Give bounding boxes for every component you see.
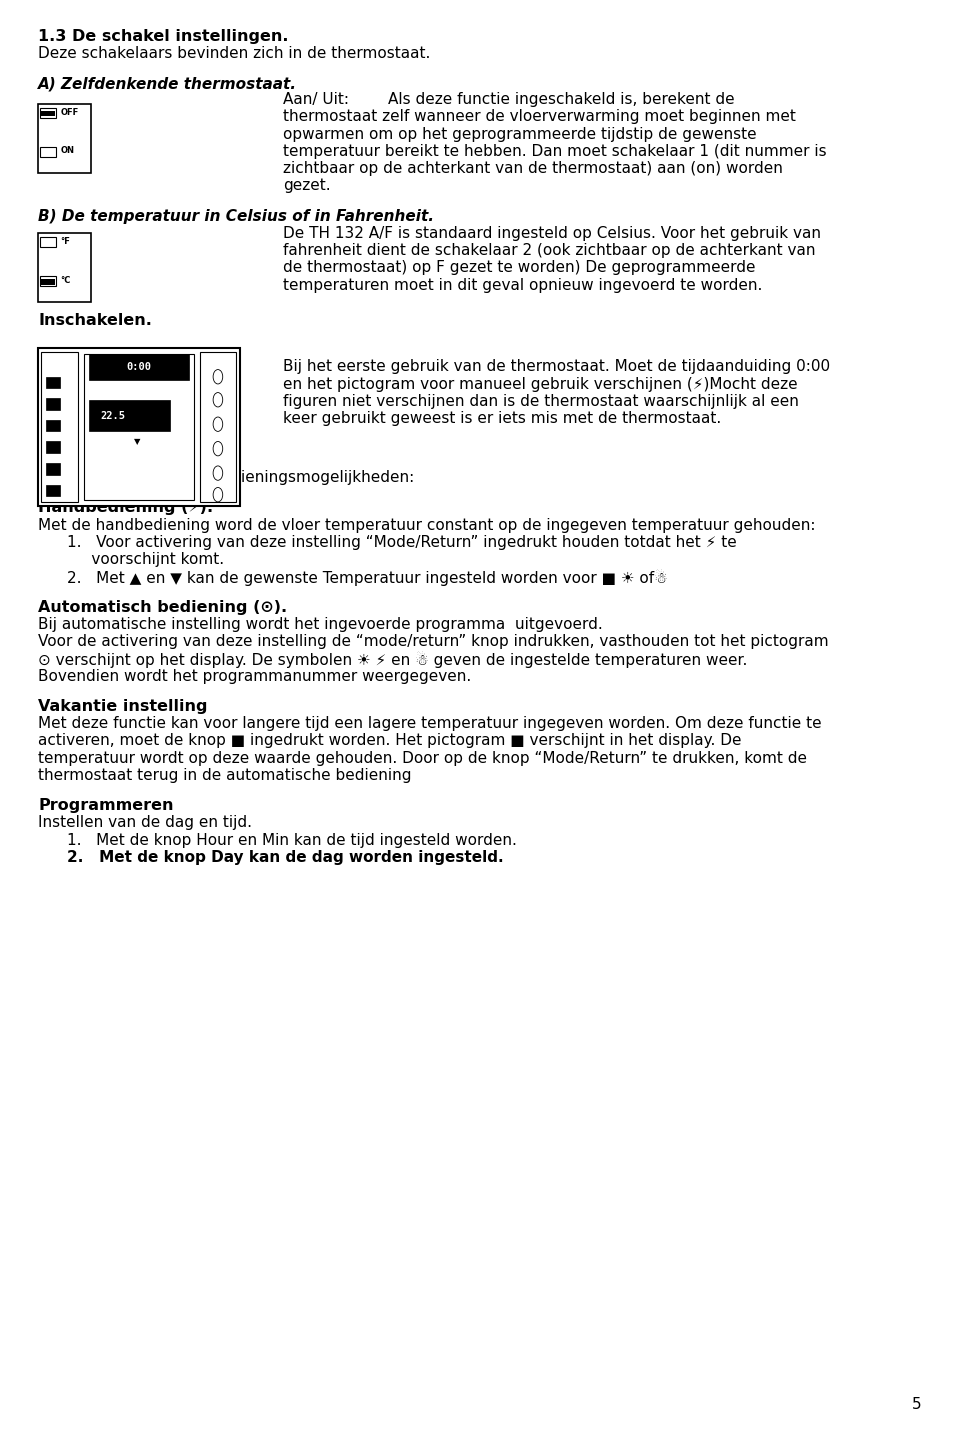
Bar (38, 233, 91, 302)
Text: fahrenheit dient de schakelaar 2 (ook zichtbaar op de achterkant van: fahrenheit dient de schakelaar 2 (ook zi… (283, 243, 816, 257)
Bar (46, 463, 60, 475)
Circle shape (213, 393, 223, 407)
Text: Voor de activering van deze instelling de “mode/return” knop indrukken, vasthoud: Voor de activering van deze instelling d… (38, 634, 829, 649)
Text: keer gebruikt geweest is er iets mis met de thermostaat.: keer gebruikt geweest is er iets mis met… (283, 411, 722, 426)
Text: 1.3 De schakel instellingen.: 1.3 De schakel instellingen. (38, 29, 289, 43)
Circle shape (213, 487, 223, 502)
Text: temperaturen moet in dit geval opnieuw ingevoerd te worden.: temperaturen moet in dit geval opnieuw i… (283, 278, 762, 292)
Text: 1.   Met de knop Hour en Min kan de tijd ingesteld worden.: 1. Met de knop Hour en Min kan de tijd i… (67, 833, 517, 847)
Text: en het pictogram voor manueel gebruik verschijnen (⚡)Mocht deze: en het pictogram voor manueel gebruik ve… (283, 377, 798, 391)
Text: Instellen van de dag en tijd.: Instellen van de dag en tijd. (38, 815, 252, 830)
Circle shape (213, 466, 223, 480)
Bar (46, 398, 60, 410)
Bar (40, 108, 56, 118)
Text: A) Zelfdenkende thermostaat.: A) Zelfdenkende thermostaat. (38, 76, 298, 91)
Bar (46, 420, 60, 431)
Text: voorschijnt komt.: voorschijnt komt. (67, 552, 225, 567)
Text: temperatuur bereikt te hebben. Dan moet schakelaar 1 (dit nummer is: temperatuur bereikt te hebben. Dan moet … (283, 144, 827, 158)
Text: De TH 132 A/F is standaard ingesteld op Celsius. Voor het gebruik van: De TH 132 A/F is standaard ingesteld op … (283, 226, 821, 240)
Text: 2.   Met de knop Day kan de dag worden ingesteld.: 2. Met de knop Day kan de dag worden ing… (67, 850, 504, 864)
Text: 2.   Met ▲ en ▼ kan de gewenste Temperatuur ingesteld worden voor ■ ☀ of☃: 2. Met ▲ en ▼ kan de gewenste Temperatuu… (67, 569, 668, 587)
Text: Met de handbediening word de vloer temperatuur constant op de ingegeven temperat: Met de handbediening word de vloer tempe… (38, 518, 816, 532)
Text: figuren niet verschijnen dan is de thermostaat waarschijnlijk al een: figuren niet verschijnen dan is de therm… (283, 394, 799, 408)
Text: Bovendien wordt het programmanummer weergegeven.: Bovendien wordt het programmanummer weer… (38, 669, 471, 683)
Bar (38, 104, 91, 173)
Text: Bij automatische instelling wordt het ingevoerde programma  uitgevoerd.: Bij automatische instelling wordt het in… (38, 617, 603, 631)
Bar (46, 485, 60, 496)
Text: 0:00: 0:00 (127, 362, 152, 371)
Circle shape (213, 370, 223, 384)
Bar (41, 111, 55, 116)
Text: Handbediening (⚡):: Handbediening (⚡): (38, 500, 214, 515)
Text: thermostaat zelf wanneer de vloerverwarming moet beginnen met: thermostaat zelf wanneer de vloerverwarm… (283, 109, 796, 124)
Text: Bij het eerste gebruik van de thermostaat. Moet de tijdaanduiding 0:00: Bij het eerste gebruik van de thermostaa… (283, 360, 830, 374)
Circle shape (213, 417, 223, 431)
Text: thermostaat terug in de automatische bediening: thermostaat terug in de automatische bed… (38, 768, 412, 782)
Bar (40, 147, 56, 157)
Text: °F: °F (60, 237, 70, 246)
Text: zichtbaar op de achterkant van de thermostaat) aan (on) worden: zichtbaar op de achterkant van de thermo… (283, 161, 783, 175)
Bar (40, 237, 56, 247)
Text: B) De temperatuur in Celsius of in Fahrenheit.: B) De temperatuur in Celsius of in Fahre… (38, 209, 434, 223)
Bar (41, 352, 78, 502)
Text: OFF: OFF (60, 108, 79, 116)
Text: 5: 5 (912, 1398, 922, 1412)
Circle shape (213, 441, 223, 456)
Bar (46, 377, 60, 388)
Bar (89, 400, 170, 431)
Text: de thermostaat) op F gezet te worden) De geprogrammeerde: de thermostaat) op F gezet te worden) De… (283, 260, 756, 275)
Text: ⊙ verschijnt op het display. De symbolen ☀ ⚡ en ☃ geven de ingestelde temperatur: ⊙ verschijnt op het display. De symbolen… (38, 651, 748, 669)
Text: Bedrijfsinstelling.: Bedrijfsinstelling. (38, 453, 200, 467)
Text: opwarmen om op het geprogrammeerde tijdstip de gewenste: opwarmen om op het geprogrammeerde tijds… (283, 127, 756, 141)
Text: Aan/ Uit:        Als deze functie ingeschakeld is, berekent de: Aan/ Uit: Als deze functie ingeschakeld … (283, 92, 734, 106)
Text: ▼: ▼ (134, 437, 140, 446)
Text: Inschakelen.: Inschakelen. (38, 313, 153, 328)
Bar (41, 279, 55, 285)
Bar (89, 354, 189, 380)
Text: 22.5: 22.5 (101, 411, 126, 420)
Text: Programmeren: Programmeren (38, 798, 174, 812)
Text: temperatuur wordt op deze waarde gehouden. Door op de knop “Mode/Return” te druk: temperatuur wordt op deze waarde gehoude… (38, 751, 807, 765)
Bar (84, 354, 194, 500)
Text: Deze schakelaars bevinden zich in de thermostaat.: Deze schakelaars bevinden zich in de the… (38, 46, 431, 60)
Text: gezet.: gezet. (283, 178, 331, 193)
Text: 1.   Voor activering van deze instelling “Mode/Return” ingedrukt houden totdat h: 1. Voor activering van deze instelling “… (67, 535, 737, 549)
Bar (200, 352, 236, 502)
Bar (38, 348, 240, 506)
Bar (46, 441, 60, 453)
Text: De TH 132 A/F heeft 2 bedieningsmogelijkheden:: De TH 132 A/F heeft 2 bedieningsmogelijk… (38, 470, 415, 485)
Text: Vakantie instelling: Vakantie instelling (38, 699, 208, 713)
Text: °C: °C (60, 276, 71, 285)
Text: ON: ON (60, 147, 75, 155)
Text: Met deze functie kan voor langere tijd een lagere temperatuur ingegeven worden. : Met deze functie kan voor langere tijd e… (38, 716, 822, 731)
Bar (40, 276, 56, 286)
Text: Automatisch bediening (⊙).: Automatisch bediening (⊙). (38, 600, 288, 614)
Text: activeren, moet de knop ■ ingedrukt worden. Het pictogram ■ verschijnt in het di: activeren, moet de knop ■ ingedrukt word… (38, 733, 742, 748)
